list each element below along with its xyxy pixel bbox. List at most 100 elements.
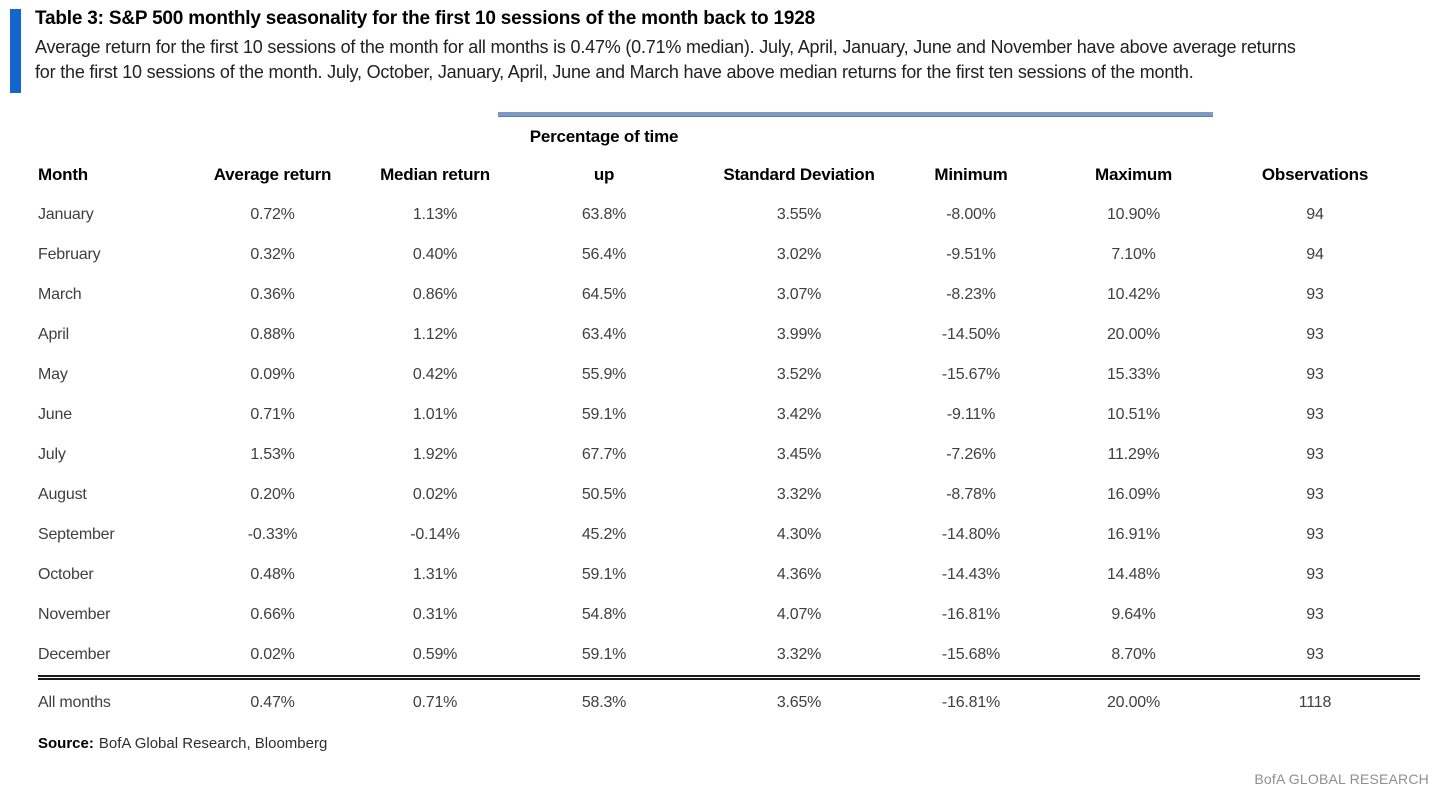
table-row: February 0.32% 0.40% 56.4% 3.02% -9.51% 7.10% 9… xyxy=(38,235,1420,275)
value-cell: 1.31% xyxy=(412,566,458,583)
value-cell: 1.12% xyxy=(412,326,458,343)
value-cell: 59.1% xyxy=(581,566,627,583)
value-cell: 9.64% xyxy=(1111,606,1156,623)
value-cell: 54.8% xyxy=(581,606,627,623)
value-cell: -9.11% xyxy=(946,406,996,423)
value-cell: 0.36% xyxy=(250,286,295,303)
value-cell: 0.20% xyxy=(250,486,295,503)
value-cell: 93 xyxy=(1306,566,1324,583)
value-cell: 3.45% xyxy=(776,446,822,463)
value-cell: 3.32% xyxy=(776,486,822,503)
value-cell: -14.80% xyxy=(941,526,1001,543)
value-cell: 93 xyxy=(1306,326,1324,343)
month-cell: All months xyxy=(38,675,170,726)
value-cell: 4.30% xyxy=(776,526,822,543)
value-cell: 0.71% xyxy=(375,675,495,726)
month-cell: June xyxy=(38,406,72,423)
value-cell: -16.81% xyxy=(941,606,1001,623)
value-cell: 0.02% xyxy=(412,486,458,503)
table-row: October 0.48% 1.31% 59.1% 4.36% -14.43% 14.48%… xyxy=(38,555,1420,595)
value-cell: 14.48% xyxy=(1106,566,1161,583)
value-cell: 63.4% xyxy=(581,326,627,343)
value-cell: 0.32% xyxy=(250,246,295,263)
value-cell: 4.07% xyxy=(776,606,822,623)
value-cell: 10.42% xyxy=(1106,286,1161,303)
value-cell: 93 xyxy=(1306,406,1324,423)
value-cell: 93 xyxy=(1306,606,1324,623)
value-cell: 93 xyxy=(1306,286,1324,303)
value-cell: -8.23% xyxy=(946,286,996,303)
value-cell: 15.33% xyxy=(1106,366,1161,383)
value-cell: 93 xyxy=(1306,366,1324,383)
group-header-percentage-of-time: Percentage of time xyxy=(529,127,679,146)
value-cell: 1118 xyxy=(1210,675,1420,726)
value-cell: 1.92% xyxy=(412,446,458,463)
value-cell: -8.78% xyxy=(946,486,996,503)
table-description-line-1: Average return for the first 10 sessions… xyxy=(35,37,1296,57)
month-cell: November xyxy=(38,606,111,623)
col-header-standard-deviation: Standard Deviation xyxy=(723,165,875,184)
header-divider-line xyxy=(498,112,1213,117)
accent-bar xyxy=(10,9,21,93)
month-cell: February xyxy=(38,246,101,263)
value-cell: -9.51% xyxy=(946,246,996,263)
value-cell: -0.14% xyxy=(410,526,460,543)
value-cell: 16.91% xyxy=(1106,526,1161,543)
value-cell: 7.10% xyxy=(1111,246,1156,263)
col-header-median-return: Median return xyxy=(380,165,490,184)
value-cell: 94 xyxy=(1306,206,1324,223)
value-cell: 3.32% xyxy=(776,646,822,663)
table-row: September -0.33% -0.14% 45.2% 4.30% -14.80% 16… xyxy=(38,515,1420,555)
table-row: June 0.71% 1.01% 59.1% 3.42% -9.11% 10.51% 93 xyxy=(38,395,1420,435)
value-cell: 0.09% xyxy=(250,366,295,383)
value-cell: 0.71% xyxy=(250,406,295,423)
table-row: January 0.72% 1.13% 63.8% 3.55% -8.00% 10.90% 9… xyxy=(38,195,1420,235)
value-cell: 0.40% xyxy=(412,246,458,263)
value-cell: -15.68% xyxy=(941,646,1001,663)
value-cell: 0.59% xyxy=(412,646,458,663)
value-cell: 20.00% xyxy=(1106,326,1161,343)
value-cell: 67.7% xyxy=(581,446,627,463)
table-row: November 0.66% 0.31% 54.8% 4.07% -16.81% 9.64%… xyxy=(38,595,1420,635)
col-header-maximum: Maximum xyxy=(1094,165,1172,184)
source-line: Source: BofA Global Research, Bloomberg xyxy=(38,735,327,752)
value-cell: -15.67% xyxy=(941,366,1001,383)
value-cell: 58.3% xyxy=(495,675,713,726)
value-cell: 0.47% xyxy=(170,675,375,726)
value-cell: 3.02% xyxy=(776,246,822,263)
value-cell: 63.8% xyxy=(581,206,627,223)
value-cell: 1.13% xyxy=(412,206,458,223)
value-cell: 93 xyxy=(1306,486,1324,503)
value-cell: 3.65% xyxy=(713,675,885,726)
month-cell: August xyxy=(38,486,87,503)
value-cell: 3.99% xyxy=(776,326,822,343)
value-cell: 0.48% xyxy=(250,566,295,583)
value-cell: 94 xyxy=(1306,246,1324,263)
value-cell: 3.07% xyxy=(776,286,822,303)
value-cell: 59.1% xyxy=(581,646,627,663)
value-cell: 20.00% xyxy=(1057,675,1210,726)
value-cell: 10.90% xyxy=(1106,206,1161,223)
value-cell: -8.00% xyxy=(946,206,996,223)
table-row: December 0.02% 0.59% 59.1% 3.32% -15.68% 8.70%… xyxy=(38,635,1420,678)
month-cell: January xyxy=(38,206,94,223)
table-header-row: Month Average return Median return up St… xyxy=(38,155,1420,195)
value-cell: 56.4% xyxy=(581,246,627,263)
source-text: BofA Global Research, Bloomberg xyxy=(98,735,328,752)
value-cell: -7.26% xyxy=(946,446,996,463)
value-cell: 0.72% xyxy=(250,206,295,223)
col-header-percentage-up: up xyxy=(593,165,615,184)
col-header-average-return: Average return xyxy=(213,165,332,184)
value-cell: 93 xyxy=(1306,526,1324,543)
month-cell: October xyxy=(38,566,94,583)
value-cell: -0.33% xyxy=(247,526,298,543)
value-cell: 93 xyxy=(1306,446,1324,463)
value-cell: 1.53% xyxy=(250,446,295,463)
value-cell: 45.2% xyxy=(581,526,627,543)
table-row: July 1.53% 1.92% 67.7% 3.45% -7.26% 11.29% 93 xyxy=(38,435,1420,475)
total-row: All months 0.47% 0.71% 58.3% 3.65% -16.81% 20.… xyxy=(38,675,1420,726)
value-cell: 0.02% xyxy=(250,646,295,663)
value-cell: 0.31% xyxy=(412,606,458,623)
month-cell: April xyxy=(38,326,70,343)
value-cell: 93 xyxy=(1306,646,1324,663)
